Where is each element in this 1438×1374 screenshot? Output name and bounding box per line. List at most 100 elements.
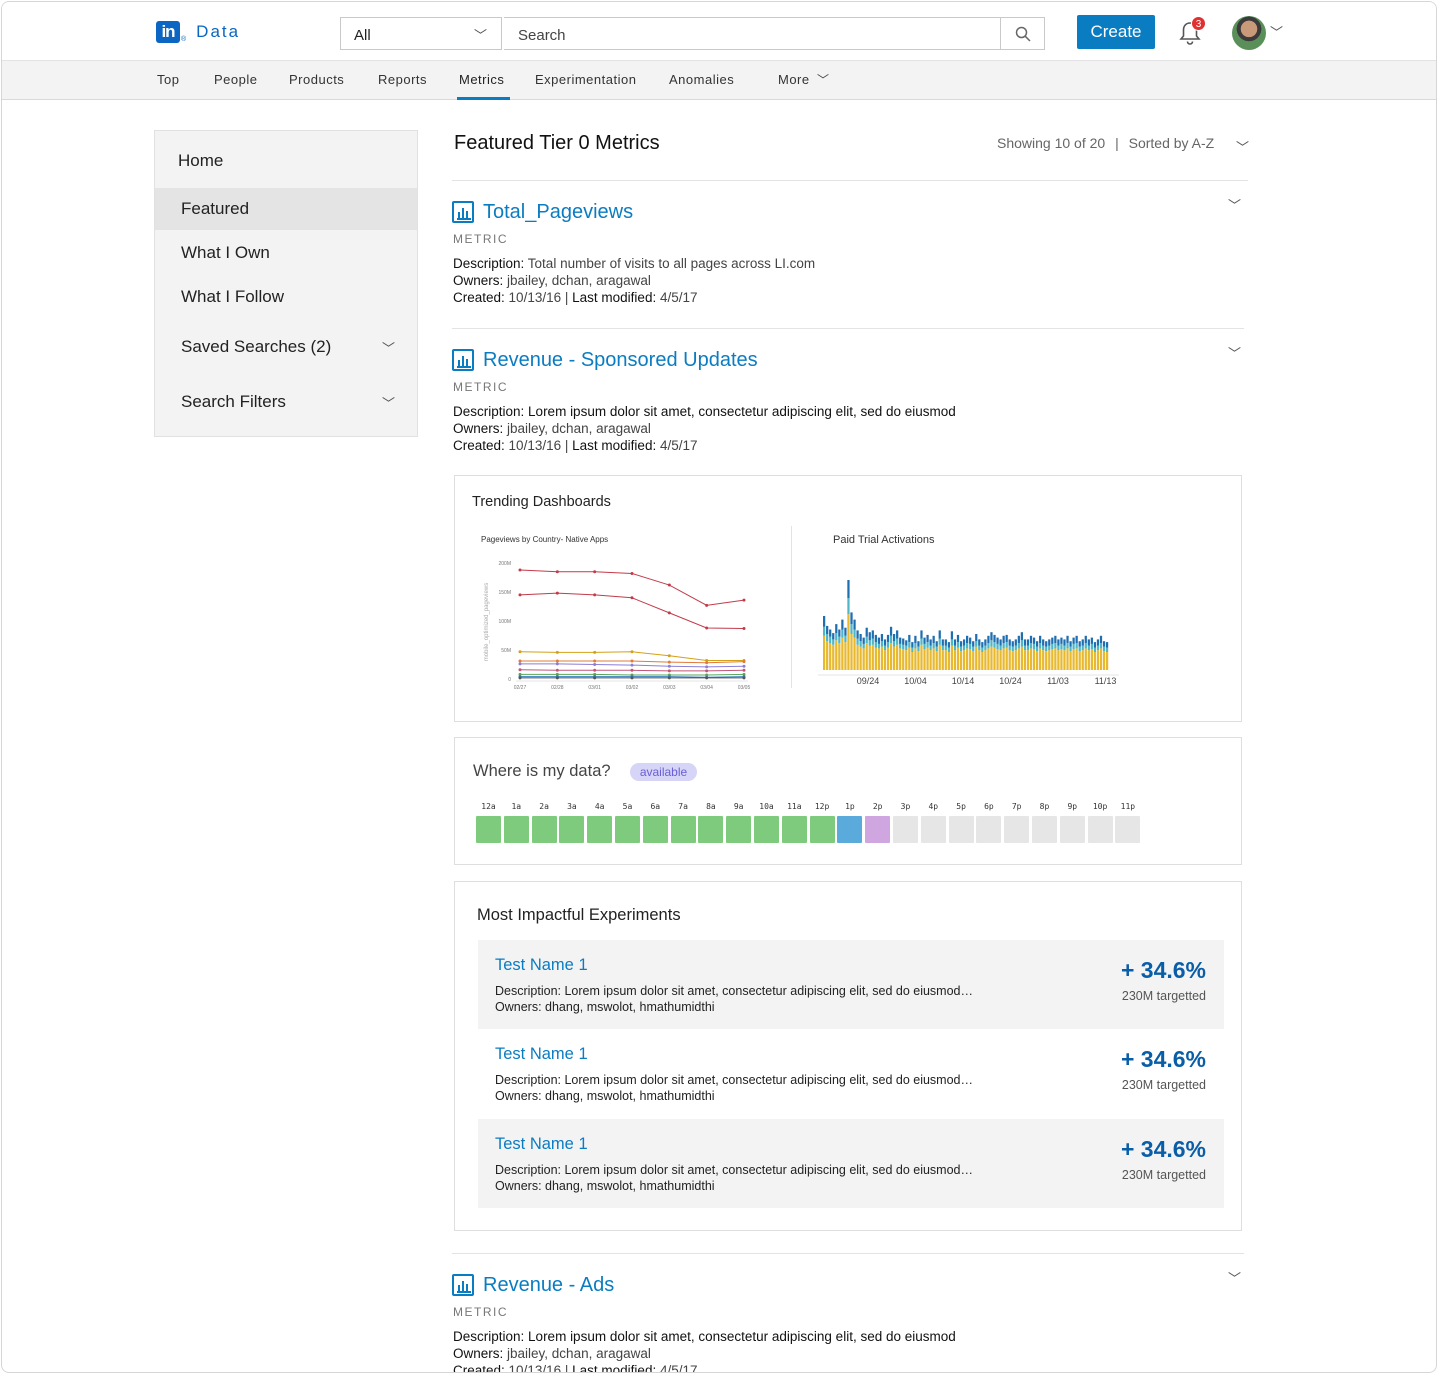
- bar-segment[interactable]: [883, 650, 887, 670]
- bar-segment[interactable]: [1008, 639, 1011, 646]
- bar-segment[interactable]: [929, 650, 932, 670]
- bar-segment[interactable]: [826, 641, 829, 670]
- bar-segment[interactable]: [1063, 650, 1066, 670]
- data-point[interactable]: [518, 668, 522, 672]
- data-point[interactable]: [555, 650, 559, 654]
- bar-segment[interactable]: [969, 649, 972, 670]
- bar-segment[interactable]: [853, 619, 856, 630]
- hour-cell[interactable]: [1087, 816, 1113, 843]
- bar-segment[interactable]: [850, 612, 853, 625]
- bar-segment[interactable]: [941, 645, 944, 651]
- trial-activations-bar-chart[interactable]: Paid Trial Activations 09/24 10/04 10/14 10/…: [814, 530, 1134, 692]
- bar-segment[interactable]: [847, 580, 850, 598]
- bar-segment[interactable]: [987, 643, 990, 649]
- bar-segment[interactable]: [844, 635, 847, 643]
- bar-segment[interactable]: [880, 634, 884, 642]
- tab-people[interactable]: People: [214, 72, 258, 87]
- data-point[interactable]: [555, 570, 559, 574]
- bar-segment[interactable]: [914, 648, 917, 670]
- hour-cell[interactable]: [865, 816, 891, 843]
- bar-segment[interactable]: [981, 642, 984, 648]
- hour-cell[interactable]: [670, 816, 696, 843]
- bar-segment[interactable]: [1032, 637, 1036, 644]
- chevron-down-icon[interactable]: ﹀: [817, 73, 830, 87]
- data-point[interactable]: [667, 664, 671, 668]
- bar-segment[interactable]: [1039, 635, 1042, 643]
- bar-segment[interactable]: [1063, 645, 1066, 651]
- bar-segment[interactable]: [868, 640, 871, 646]
- data-point[interactable]: [593, 570, 597, 574]
- bar-segment[interactable]: [1023, 650, 1027, 670]
- bar-segment[interactable]: [975, 641, 978, 647]
- data-point[interactable]: [742, 660, 746, 664]
- bar-segment[interactable]: [896, 638, 899, 645]
- bar-segment[interactable]: [959, 646, 963, 652]
- bar-segment[interactable]: [1069, 646, 1072, 652]
- bar-segment[interactable]: [886, 642, 890, 648]
- bar-segment[interactable]: [1081, 645, 1084, 651]
- bar-segment[interactable]: [908, 634, 911, 643]
- bar-segment[interactable]: [1093, 642, 1097, 648]
- data-point[interactable]: [518, 676, 522, 680]
- hour-cell[interactable]: [893, 816, 918, 843]
- bar-segment[interactable]: [862, 648, 865, 670]
- data-point[interactable]: [742, 676, 746, 680]
- data-point[interactable]: [518, 593, 522, 597]
- bar-segment[interactable]: [932, 648, 935, 670]
- bar-segment[interactable]: [1102, 641, 1106, 647]
- data-point[interactable]: [630, 663, 634, 667]
- bar-segment[interactable]: [889, 635, 893, 643]
- bar-segment[interactable]: [1045, 641, 1048, 647]
- bar-segment[interactable]: [905, 645, 908, 651]
- bar-segment[interactable]: [850, 634, 853, 670]
- bar-segment[interactable]: [1057, 650, 1060, 670]
- bar-segment[interactable]: [853, 637, 856, 670]
- data-point[interactable]: [593, 663, 597, 666]
- avatar[interactable]: [1232, 16, 1266, 50]
- bar-segment[interactable]: [911, 642, 914, 648]
- bar-segment[interactable]: [972, 646, 975, 652]
- bar-segment[interactable]: [1096, 639, 1100, 646]
- bar-segment[interactable]: [953, 645, 957, 651]
- bar-segment[interactable]: [978, 639, 981, 646]
- hour-cell[interactable]: [837, 816, 863, 843]
- bar-segment[interactable]: [950, 645, 954, 670]
- bar-segment[interactable]: [1096, 650, 1100, 670]
- bar-segment[interactable]: [1014, 645, 1017, 651]
- bar-segment[interactable]: [1093, 652, 1097, 670]
- bar-segment[interactable]: [1075, 648, 1078, 670]
- data-point[interactable]: [555, 672, 559, 676]
- bar-segment[interactable]: [880, 641, 884, 647]
- bar-segment[interactable]: [859, 646, 862, 670]
- chevron-down-icon[interactable]: ﹀: [1228, 1271, 1242, 1286]
- bar-segment[interactable]: [908, 642, 911, 648]
- bar-segment[interactable]: [902, 644, 905, 650]
- bar-segment[interactable]: [920, 638, 923, 645]
- data-point[interactable]: [705, 673, 709, 677]
- bar-segment[interactable]: [859, 641, 862, 647]
- bar-segment[interactable]: [953, 639, 957, 646]
- bar-segment[interactable]: [835, 633, 838, 641]
- pageviews-line-chart[interactable]: Pageviews by Country- Native Apps mobile_…: [478, 530, 768, 692]
- bar-segment[interactable]: [947, 647, 950, 653]
- bar-segment[interactable]: [935, 651, 938, 670]
- bar-segment[interactable]: [923, 649, 926, 670]
- bar-segment[interactable]: [886, 647, 890, 671]
- experiment-row[interactable]: Test Name 1 Description: Lorem ipsum dol…: [478, 1029, 1224, 1118]
- bar-segment[interactable]: [926, 647, 929, 671]
- bar-segment[interactable]: [874, 647, 877, 671]
- experiment-row[interactable]: Test Name 1 Description: Lorem ipsum dol…: [478, 1119, 1224, 1208]
- data-point[interactable]: [667, 611, 671, 615]
- bar-segment[interactable]: [944, 645, 947, 651]
- metric-title-link[interactable]: Revenue - Sponsored Updates: [483, 349, 758, 371]
- bar-segment[interactable]: [929, 645, 932, 651]
- bar-segment[interactable]: [902, 649, 905, 670]
- bar-segment[interactable]: [1090, 643, 1093, 650]
- bar-segment[interactable]: [902, 638, 905, 645]
- bar-segment[interactable]: [926, 642, 929, 648]
- bar-segment[interactable]: [956, 647, 960, 671]
- search-input[interactable]: Search: [504, 17, 1001, 50]
- tab-anomalies[interactable]: Anomalies: [669, 72, 735, 87]
- bar-segment[interactable]: [978, 645, 981, 651]
- bar-segment[interactable]: [959, 651, 963, 670]
